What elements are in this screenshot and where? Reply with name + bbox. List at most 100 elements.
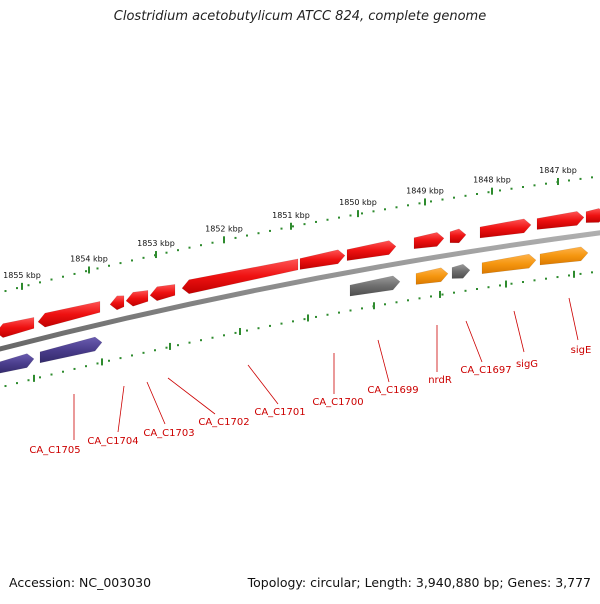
gene-arrow-body [585, 208, 600, 223]
outer-tick-minor [85, 270, 87, 273]
inner-tick-minor [50, 373, 53, 376]
inner-tick-minor [200, 339, 202, 342]
inner-tick-minor [16, 382, 18, 385]
inner-tick-minor [142, 351, 145, 354]
gene-label-leader [465, 320, 483, 363]
inner-tick-minor [487, 286, 490, 289]
outer-tick-minor [4, 290, 7, 293]
gene-label-leader [117, 385, 125, 433]
page-title: Clostridium acetobutylicum ATCC 824, com… [113, 9, 487, 24]
outer-tick-minor [453, 196, 455, 199]
gene-arrow-body [413, 232, 445, 250]
gene-label-leader [146, 381, 166, 425]
inner-tick-minor [568, 274, 570, 277]
inner-tick-minor [349, 309, 352, 312]
gene-arrow-body [0, 317, 35, 338]
outer-tick-minor [464, 194, 467, 197]
genome-backbone [0, 230, 600, 352]
gene-arrow-body [0, 353, 35, 374]
outer-tick-minor [200, 244, 202, 247]
scale-label: 1852 kbp [205, 224, 243, 233]
inner-tick-minor [39, 376, 41, 379]
outer-tick-minor [533, 184, 536, 187]
gene-label-leader [167, 377, 216, 415]
gene-label-leader [568, 297, 579, 341]
inner-tick-minor [384, 303, 386, 306]
gene-arrow [479, 218, 532, 239]
outer-tick-major [357, 210, 359, 218]
outer-tick-minor [338, 216, 340, 219]
inner-tick-major [307, 314, 309, 322]
outer-tick-minor [96, 267, 99, 270]
gene-arrow [39, 336, 103, 364]
gene-arrow [415, 267, 449, 285]
inner-tick-minor [395, 301, 398, 304]
inner-tick-minor [4, 385, 7, 388]
outer-tick-major [424, 198, 426, 206]
gene-arrow [413, 232, 445, 250]
gene-label-layer: CA_C1705 CA_C1704 CA_C1703 CA_C1702 CA_C1701… [29, 297, 592, 456]
inner-tick-minor [177, 344, 179, 347]
outer-tick-minor [303, 223, 306, 226]
gene-arrow [349, 275, 401, 297]
inner-tick-minor [453, 291, 455, 294]
inner-tick-minor [579, 272, 582, 275]
inner-tick-minor [361, 307, 363, 310]
outer-tick-minor [246, 234, 248, 237]
outer-tick-minor [165, 251, 168, 254]
gene-label-leader [513, 310, 525, 353]
inner-tick-minor [269, 324, 271, 327]
outer-tick-minor [510, 187, 513, 190]
gene-arrow-body [449, 228, 467, 244]
inner-tick-minor [62, 370, 64, 373]
inner-tick-minor [73, 367, 76, 370]
inner-tick-minor [545, 277, 547, 280]
scale-ticks: 1855 kbp 1854 kbp 1853 kbp 1852 kbp 1851 kbp… [3, 166, 593, 388]
inner-tick-major [239, 327, 241, 335]
inner-tick-major [439, 290, 441, 298]
gene-label: CA_C1704 [87, 436, 138, 447]
gene-arrow [299, 249, 346, 270]
inner-tick-major [573, 270, 575, 278]
inner-tick-minor [280, 322, 283, 325]
inner-tick-major [505, 280, 507, 288]
outer-tick-major [21, 282, 23, 290]
inner-tick-minor [211, 336, 214, 339]
inner-tick-minor [27, 379, 30, 382]
gene-label: CA_C1705 [29, 445, 80, 456]
gene-label: CA_C1699 [367, 385, 418, 396]
gene-arrow-body [37, 301, 101, 328]
outer-tick-minor [39, 281, 41, 284]
outer-tick-minor [499, 189, 501, 192]
inner-tick-minor [556, 276, 559, 279]
gene-arrow [181, 258, 299, 295]
inner-tick-minor [188, 341, 191, 344]
outer-tick-minor [50, 278, 53, 281]
outer-tick-minor [131, 259, 133, 262]
outer-tick-minor [326, 218, 329, 221]
inner-tick-minor [119, 357, 122, 360]
inner-tick-minor [476, 288, 478, 291]
gene-arrow-body [415, 267, 449, 285]
outer-tick-minor [522, 186, 524, 189]
outer-tick-minor [269, 229, 271, 232]
outer-tick-minor [119, 262, 122, 265]
outer-tick-minor [16, 287, 18, 290]
inner-tick-minor [96, 362, 99, 365]
inner-tick-minor [292, 320, 294, 323]
gene-label-leader [377, 339, 390, 383]
outer-tick-minor [361, 212, 363, 215]
scale-label: 1853 kbp [137, 239, 175, 248]
outer-tick-minor [568, 179, 570, 182]
gene-label: sigE [571, 345, 592, 356]
inner-tick-minor [326, 313, 329, 316]
outer-tick-minor [211, 241, 214, 244]
inner-tick-minor [407, 299, 409, 302]
gene-arrow-body [109, 295, 125, 311]
gene-features [0, 208, 600, 374]
gene-arrow-body [451, 263, 471, 279]
outer-tick-minor [349, 214, 352, 217]
gene-arrow [37, 301, 101, 328]
gene-arrow [0, 353, 35, 374]
